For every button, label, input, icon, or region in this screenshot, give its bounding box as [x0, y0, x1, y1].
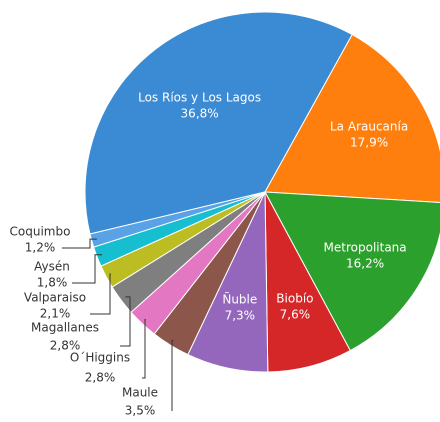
pie-slice: [84, 11, 353, 235]
slice-value: 36,8%: [181, 107, 219, 121]
slice-label: Valparaiso: [24, 291, 86, 305]
slice-value: 2,8%: [50, 339, 81, 353]
leader-line: [72, 254, 103, 284]
slice-label: Aysén: [34, 260, 70, 274]
leader-line: [142, 319, 146, 379]
slice-label: Ñuble: [222, 292, 257, 307]
slice-value: 7,3%: [225, 309, 256, 323]
slice-label: Maule: [122, 386, 158, 400]
pie-slice: [89, 191, 266, 248]
slice-value: 2,8%: [85, 371, 116, 385]
slice-value: 1,2%: [25, 241, 56, 255]
slice-value: 1,8%: [37, 276, 68, 290]
slice-value: 7,6%: [280, 307, 311, 321]
slice-value: 3,5%: [125, 404, 156, 418]
slice-label: Metropolitana: [324, 240, 407, 254]
leader-line: [62, 238, 97, 249]
slice-label: Los Ríos y Los Lagos: [138, 91, 261, 105]
slice-label: Magallanes: [31, 321, 99, 335]
slice-label: Coquimbo: [10, 225, 71, 239]
slice-value: 16,2%: [346, 256, 384, 270]
slice-label: O´Higgins: [70, 351, 130, 365]
slice-value: 2,1%: [40, 307, 71, 321]
leader-line: [90, 273, 111, 315]
slice-value: 17,9%: [350, 135, 388, 149]
pie-slice: [264, 191, 440, 352]
pie-slice: [264, 33, 440, 203]
leader-line: [171, 340, 174, 411]
leader-line: [120, 296, 131, 347]
slice-label: Biobío: [276, 291, 313, 305]
slice-label: La Araucanía: [330, 119, 408, 133]
